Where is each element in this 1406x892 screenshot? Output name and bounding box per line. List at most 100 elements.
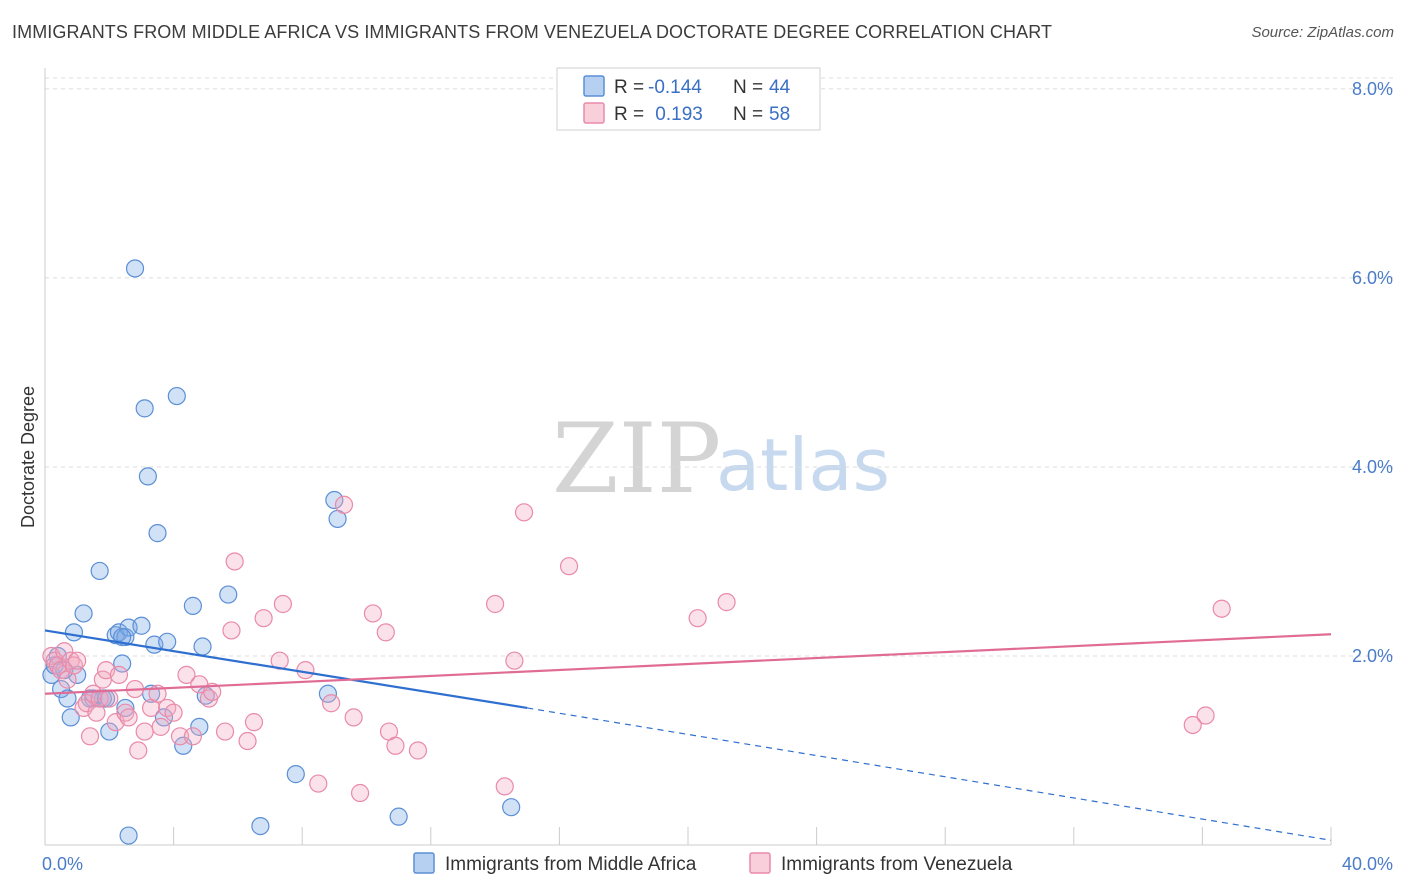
x-tick-label: 40.0%	[1342, 854, 1393, 874]
data-point	[309, 774, 328, 793]
data-point	[183, 727, 202, 746]
data-point	[376, 623, 395, 642]
x-tick-labels: 0.0% 40.0%	[42, 854, 1393, 874]
data-point	[109, 665, 129, 684]
correlation-legend: R = -0.144 N = 44 R = 0.193 N = 58	[556, 67, 821, 131]
source-credit: Source: ZipAtlas.com	[1251, 24, 1394, 41]
data-point	[203, 682, 222, 701]
data-point	[688, 609, 707, 628]
trend-line-extension	[527, 707, 1332, 841]
data-point	[238, 731, 257, 751]
data-point	[1212, 599, 1231, 618]
data-point	[135, 399, 154, 418]
trend-lines	[44, 629, 1332, 841]
data-point	[486, 594, 505, 614]
y-tick-label: 8.0%	[1352, 79, 1393, 99]
x-tick-label: 0.0%	[42, 854, 83, 874]
legend-swatch-middle-africa	[413, 852, 435, 874]
data-point	[386, 736, 405, 755]
legend-label-middle-africa: Immigrants from Middle Africa	[445, 854, 697, 875]
data-point	[61, 708, 80, 727]
data-point	[55, 642, 74, 661]
legend-swatch-venezuela	[749, 852, 771, 874]
data-point	[193, 637, 212, 656]
watermark-atlas: atlas	[716, 423, 890, 507]
data-point	[219, 585, 238, 604]
series-venezuela-points	[42, 495, 1231, 803]
data-point	[119, 826, 138, 845]
data-point	[244, 713, 264, 732]
data-point	[113, 654, 132, 673]
data-point	[74, 604, 93, 623]
data-point	[215, 722, 235, 741]
gridlines	[45, 77, 1395, 657]
data-point	[138, 467, 157, 486]
data-point	[322, 694, 341, 713]
legend-r-value: -0.144	[648, 77, 702, 98]
data-point	[100, 722, 119, 741]
data-point	[408, 741, 428, 760]
data-point	[222, 621, 241, 640]
data-point	[80, 727, 100, 746]
data-point	[177, 665, 196, 684]
data-point	[64, 623, 84, 642]
data-point	[717, 593, 736, 612]
legend-label-venezuela: Immigrants from Venezuela	[781, 854, 1013, 875]
data-point	[495, 777, 514, 796]
data-point	[90, 689, 109, 708]
data-point	[170, 727, 190, 746]
data-point	[251, 816, 270, 836]
data-point	[167, 386, 186, 406]
trend-line	[44, 633, 1332, 695]
data-point	[151, 717, 170, 736]
y-tick-labels: 2.0% 4.0% 6.0% 8.0%	[1352, 79, 1393, 666]
data-point	[389, 807, 408, 826]
data-point	[559, 557, 579, 576]
data-point	[100, 689, 119, 708]
data-point	[190, 717, 209, 736]
legend-n-value: 58	[769, 104, 790, 125]
data-point	[183, 596, 202, 615]
data-point	[1183, 715, 1202, 735]
data-point	[296, 661, 315, 680]
y-tick-label: 6.0%	[1352, 268, 1393, 288]
chart-title: IMMIGRANTS FROM MIDDLE AFRICA VS IMMIGRA…	[12, 22, 1053, 42]
series-middle-africa-points	[42, 259, 521, 845]
legend-r-value: 0.193	[650, 104, 703, 125]
data-point	[148, 524, 167, 543]
data-point	[350, 783, 370, 803]
data-point	[58, 689, 77, 708]
data-point	[502, 798, 521, 817]
legend-swatch-middle-africa	[583, 75, 605, 97]
y-tick-label: 2.0%	[1352, 646, 1393, 666]
data-point	[325, 490, 344, 510]
legend-n-label: N =	[733, 104, 763, 125]
legend-n-value: 44	[769, 77, 791, 98]
data-point	[1196, 706, 1215, 725]
data-point	[164, 703, 183, 722]
legend-r-label: R =	[614, 104, 644, 125]
data-point	[505, 651, 524, 670]
y-tick-label: 4.0%	[1352, 457, 1393, 477]
series-legend: Immigrants from Middle Africa Immigrants…	[413, 852, 1013, 875]
data-point	[132, 616, 151, 635]
data-point	[135, 722, 154, 741]
data-point	[87, 703, 106, 722]
legend-n-label: N =	[733, 77, 763, 98]
legend-swatch-venezuela	[583, 102, 605, 124]
data-point	[119, 708, 138, 727]
data-point	[344, 708, 363, 727]
y-axis-label: Doctorate Degree	[18, 386, 38, 528]
data-point	[158, 632, 177, 651]
data-point	[514, 503, 534, 522]
data-point	[286, 765, 305, 784]
data-point	[129, 741, 148, 760]
trend-line	[44, 629, 528, 710]
watermark-zip: ZIP	[552, 403, 721, 515]
data-point	[254, 609, 273, 628]
data-point	[125, 259, 145, 278]
data-point	[363, 604, 383, 623]
data-point	[334, 495, 354, 514]
axes	[44, 68, 1332, 846]
